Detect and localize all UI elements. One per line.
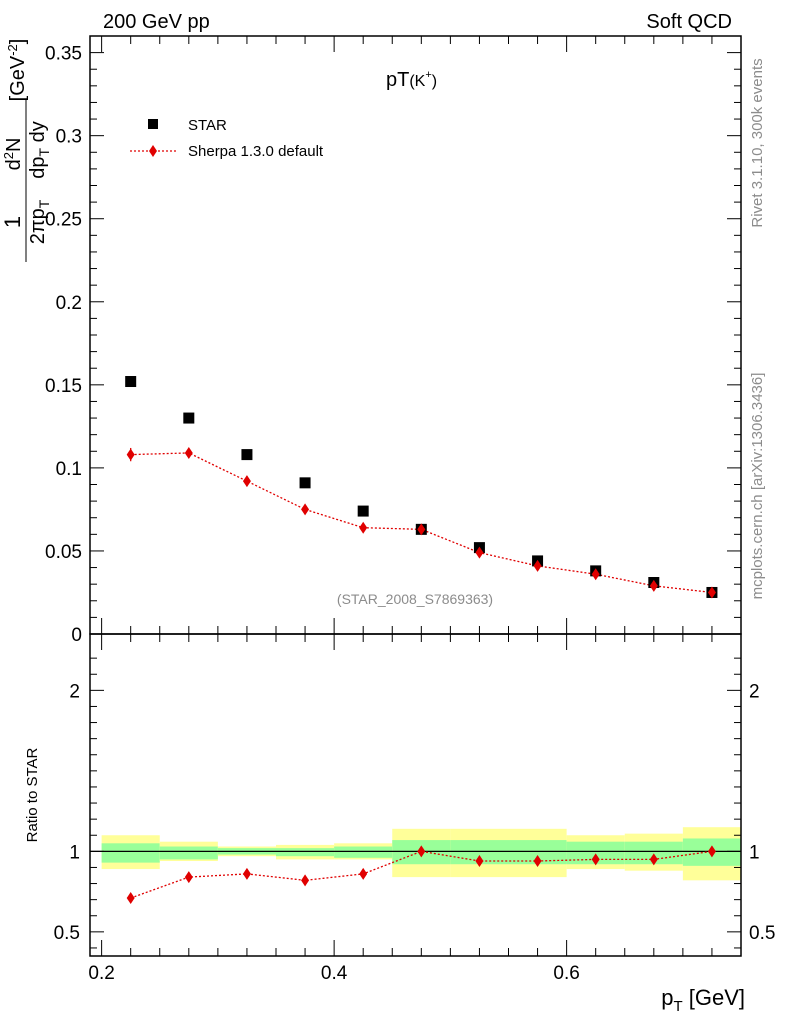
ratio-inner-band [334,846,393,858]
y-label-dpt-dy: dpT dy [27,121,52,179]
upper-y-tick-label: 0.35 [45,44,82,65]
legend-star-label: STAR [188,117,227,134]
sherpa-data-point [126,448,135,461]
sherpa-data-point [417,523,426,536]
ratio-data-point [126,892,135,905]
sherpa-data-point [184,446,193,459]
sherpa-data-point [242,475,251,488]
sherpa-line [130,452,713,594]
x-tick-label: 0.2 [88,963,114,984]
star-data-point [125,376,137,388]
lower-y-tick-label: 0.5 [54,923,80,944]
lower-y-tick-label-right: 0.5 [749,923,775,944]
upper-y-tick-label: 0.1 [56,459,82,480]
y-label-units: [GeV-2] [5,39,29,102]
sherpa-data-point [591,568,600,581]
upper-y-tick-label: 0.2 [56,293,82,314]
ratio-data-point [359,867,368,880]
lower-plot-area [126,845,716,905]
ratio-inner-band [624,841,683,865]
upper-y-tick-label: 0.05 [45,542,82,563]
ratio-line [130,850,713,899]
x-axis-label: pT [GeV] [661,985,745,1015]
y-label-d2n: d2N [1,138,25,171]
ratio-data-point [184,871,193,884]
ratio-data-point [533,855,542,868]
upper-axis-ticks: 0 0.05 0.1 0.15 0.2 0.25 0.3 0.35 [45,36,741,646]
x-tick-label: 0.4 [321,963,348,984]
ratio-inner-band [101,843,160,863]
lower-y-tick-label: 1 [69,842,80,863]
ratio-data-point [301,874,310,887]
y-label-one: 1 [0,216,25,228]
ratio-data-point [707,845,716,858]
upper-y-tick-label: 0 [71,625,82,646]
ratio-inner-band [276,848,335,857]
ratio-data-point [417,845,426,858]
y-label-two-pi-pt: 2πpT [27,199,52,244]
lower-y-tick-label-right: 1 [749,842,760,863]
star-data-point [299,477,311,489]
legend: STAR Sherpa 1.3.0 default [130,117,324,160]
sherpa-data-point [707,586,716,599]
header-right: Soft QCD [646,11,732,33]
plot-title: pT(K+) [386,69,437,91]
ratio-data-point [475,855,484,868]
star-data-point [241,449,253,461]
ratio-data-point [242,867,251,880]
ratio-inner-band [566,841,625,865]
sherpa-data-point [301,503,310,516]
ratio-data-point [591,853,600,866]
sherpa-data-point [359,521,368,534]
star-data-point [357,505,369,517]
ratio-inner-band [159,846,218,860]
star-data-point [183,412,195,424]
header-left: 200 GeV pp [103,11,210,33]
x-tick-label: 0.6 [553,963,579,984]
lower-y-tick-label: 2 [69,681,80,702]
legend-sherpa-label: Sherpa 1.3.0 default [188,143,324,160]
sherpa-data-point [649,579,658,592]
rivet-version-label: Rivet 3.1.10, 300k events [749,58,766,227]
lower-axis-ticks: 0.5 0.5 1 1 2 2 0.2 0.4 0.6 [54,634,775,984]
upper-plot-area [125,376,718,599]
legend-star-marker [148,119,158,129]
lower-y-tick-label-right: 2 [749,681,760,702]
sherpa-data-point [533,559,542,572]
upper-y-tick-label: 0.15 [45,376,82,397]
lower-panel-frame [89,633,742,957]
upper-y-tick-label: 0.3 [56,127,82,148]
upper-y-tick-label: 0.25 [45,210,82,231]
ratio-data-point [649,853,658,866]
mcplots-label: mcplots.cern.ch [arXiv:1306.3436] [749,373,766,600]
analysis-id-watermark: (STAR_2008_S7869363) [337,591,493,607]
ratio-y-axis-label: Ratio to STAR [24,747,41,842]
legend-sherpa-marker [149,145,157,157]
sherpa-data-point [475,546,484,559]
